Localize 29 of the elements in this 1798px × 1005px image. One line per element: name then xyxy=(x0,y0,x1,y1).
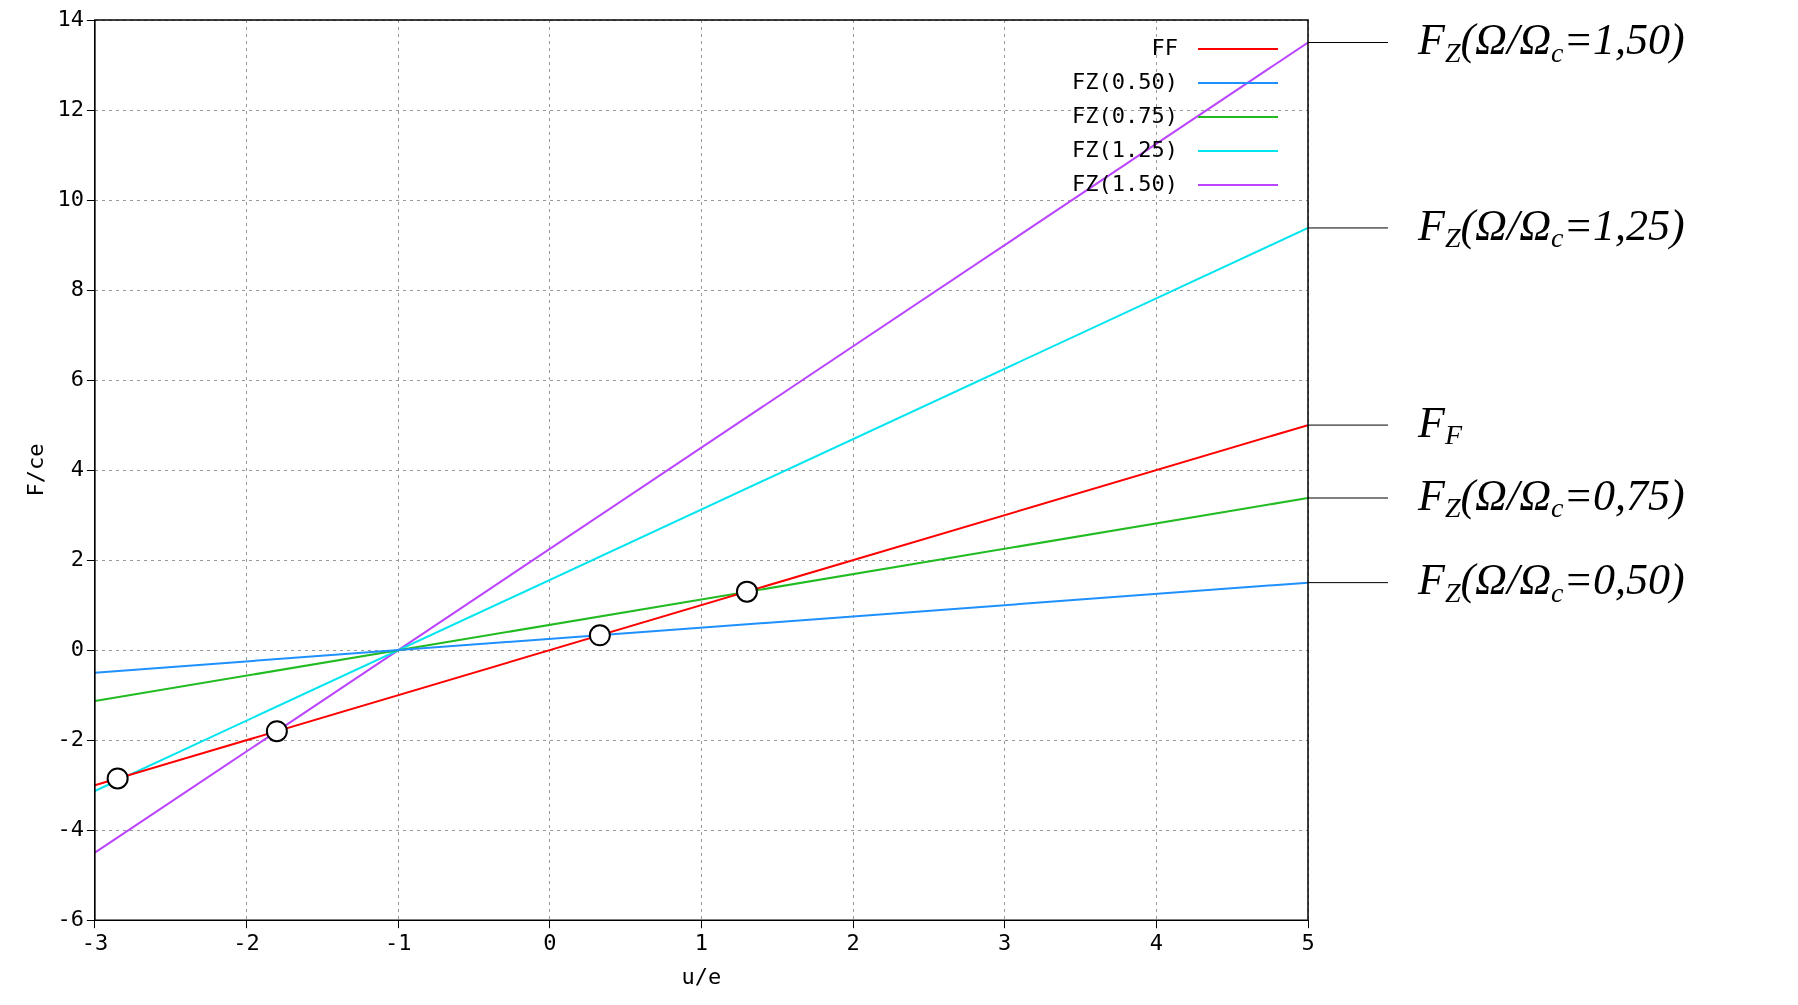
point xyxy=(735,580,758,603)
y-tick-label: -2 xyxy=(57,725,84,751)
point xyxy=(265,720,288,743)
x-tick-label: 5 xyxy=(1301,930,1315,956)
y-tick-label: 4 xyxy=(70,455,84,481)
x-axis-title: u/e xyxy=(681,963,722,989)
y-tick-label: 10 xyxy=(57,185,84,211)
point xyxy=(106,767,129,790)
y-tick-label: 14 xyxy=(57,5,84,31)
point xyxy=(588,624,611,647)
y-tick-label: 2 xyxy=(70,545,84,571)
x-tick-label: 2 xyxy=(846,930,860,956)
x-tick-label: 0 xyxy=(543,930,557,956)
y-axis-title: F/ce xyxy=(22,443,48,497)
x-tick-label: -1 xyxy=(384,930,412,956)
x-tick-label: -2 xyxy=(233,930,260,956)
x-tick-label: 4 xyxy=(1149,930,1163,956)
y-tick-label: 12 xyxy=(57,95,84,121)
y-tick-label: -6 xyxy=(57,905,84,931)
y-tick-label: 8 xyxy=(70,275,84,301)
x-tick-label: 1 xyxy=(694,930,709,956)
legend-label: FZ(0.50) xyxy=(1072,68,1178,94)
legend-label: FZ(0.75) xyxy=(1072,102,1178,128)
x-tick-label: 3 xyxy=(998,930,1012,956)
x-tick-label: -3 xyxy=(81,930,109,956)
y-tick-label: -4 xyxy=(57,815,84,841)
y-tick-label: 0 xyxy=(70,635,84,661)
legend-label: FF xyxy=(1151,34,1178,60)
y-tick-label: 6 xyxy=(70,365,84,391)
